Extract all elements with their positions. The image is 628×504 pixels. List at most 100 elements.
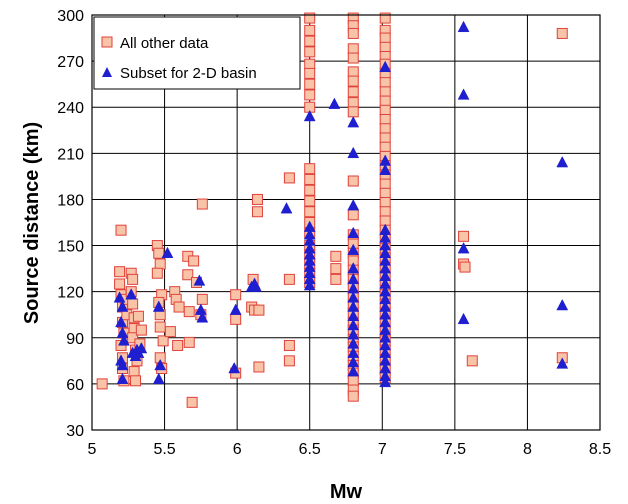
data-point-square (196, 198, 208, 210)
data-point-square (230, 313, 242, 325)
data-point-triangle (347, 226, 360, 239)
data-point-triangle (379, 163, 392, 175)
data-point-square (283, 273, 295, 285)
data-point-square (458, 230, 470, 242)
x-tick-label: 5.5 (153, 441, 175, 458)
data-point-square (151, 267, 163, 279)
data-point-square (347, 66, 359, 78)
data-point-square (379, 187, 391, 199)
data-point-triangle (115, 315, 127, 328)
data-point-square (127, 298, 139, 310)
data-point-square (304, 89, 316, 101)
data-point-square (283, 172, 295, 184)
x-tick-label: 7 (378, 441, 387, 458)
y-tick-label: 90 (66, 331, 84, 348)
data-point-square (330, 263, 342, 275)
y-tick-label: 180 (57, 192, 84, 209)
data-point-triangle (161, 246, 174, 258)
data-point-square (114, 266, 126, 278)
data-point-triangle (457, 88, 470, 100)
data-point-square (114, 278, 126, 290)
data-point-square (132, 310, 144, 322)
data-point-square (130, 375, 142, 387)
data-point-square (182, 269, 194, 281)
legend-label-subset: Subset for 2-D basin (120, 65, 257, 82)
data-point-square (379, 12, 391, 24)
data-point-triangle (229, 303, 242, 315)
data-point-square (347, 390, 359, 402)
data-point-triangle (303, 109, 316, 122)
legend-label-all-other-data: All other data (120, 35, 209, 52)
data-point-square (304, 163, 316, 175)
data-point-triangle (116, 372, 129, 385)
data-point-square (304, 173, 316, 185)
data-points (96, 12, 569, 408)
data-point-square (188, 255, 200, 267)
data-point-triangle (228, 361, 241, 374)
data-point-square (379, 95, 391, 107)
x-tick-label: 7.5 (444, 441, 466, 458)
data-point-triangle (347, 116, 360, 128)
data-point-triangle (556, 357, 569, 369)
data-point-square (304, 12, 316, 24)
data-point-square (556, 27, 568, 39)
data-point-square (330, 250, 342, 262)
data-point-square (347, 97, 359, 109)
x-tick-label: 6 (233, 441, 242, 458)
data-point-triangle (152, 372, 165, 385)
data-point-triangle (379, 60, 392, 73)
y-axis-title: Source distance (km) (21, 122, 43, 324)
data-point-triangle (347, 199, 360, 211)
data-point-square (379, 86, 391, 98)
data-point-square (379, 32, 391, 44)
data-point-square (304, 184, 316, 196)
data-point-square (304, 206, 316, 218)
data-point-square (347, 86, 359, 98)
data-point-square (186, 396, 198, 408)
data-point-triangle (135, 341, 148, 354)
data-point-triangle (154, 358, 167, 371)
x-tick-label: 8 (523, 441, 532, 458)
data-point-square (379, 206, 391, 218)
data-point-square (127, 273, 139, 285)
data-point-triangle (152, 300, 165, 312)
y-tick-label: 60 (66, 377, 84, 394)
data-point-triangle (196, 311, 209, 323)
data-point-square (379, 77, 391, 89)
data-point-square (347, 75, 359, 87)
x-tick-label: 6.5 (299, 441, 321, 458)
data-point-square (304, 195, 316, 207)
data-point-square (466, 355, 478, 367)
data-point-square (135, 324, 147, 336)
data-point-square (96, 378, 108, 390)
data-point-square (379, 114, 391, 126)
y-tick-label: 240 (57, 100, 84, 117)
legend-box (93, 16, 301, 90)
data-point-square (230, 289, 242, 301)
legend-marker-subset (102, 67, 112, 77)
data-point-square (283, 339, 295, 351)
data-point-triangle (280, 202, 293, 214)
data-point-square (304, 35, 316, 47)
data-point-triangle (379, 375, 392, 388)
data-point-square (347, 175, 359, 187)
data-point-triangle (457, 20, 470, 33)
data-point-square (173, 301, 185, 313)
data-point-triangle (556, 156, 569, 168)
data-point-triangle (347, 365, 360, 377)
data-point-square (153, 247, 165, 259)
data-point-square (459, 261, 471, 273)
y-tick-labels: 30 60 90 120 150 180 210 240 270 300 (57, 8, 84, 440)
data-point-square (154, 321, 166, 333)
data-point-triangle (347, 243, 360, 255)
x-tick-labels: 5 5.5 6 6.5 7 7.5 8 8.5 (88, 441, 612, 458)
data-point-square (347, 375, 359, 387)
data-point-triangle (125, 288, 138, 300)
data-point-square (253, 361, 265, 373)
data-point-square (183, 336, 195, 348)
x-axis-title: Mw (330, 481, 363, 503)
data-point-triangle (347, 146, 360, 159)
data-point-triangle (303, 278, 316, 291)
x-tick-label: 8.5 (589, 441, 611, 458)
